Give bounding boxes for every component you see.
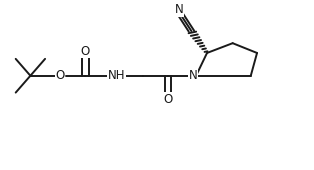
Text: N: N (175, 3, 184, 16)
Text: O: O (56, 69, 65, 82)
Text: N: N (189, 69, 197, 82)
Text: NH: NH (108, 69, 125, 82)
Text: O: O (163, 93, 173, 106)
Text: O: O (80, 45, 90, 58)
